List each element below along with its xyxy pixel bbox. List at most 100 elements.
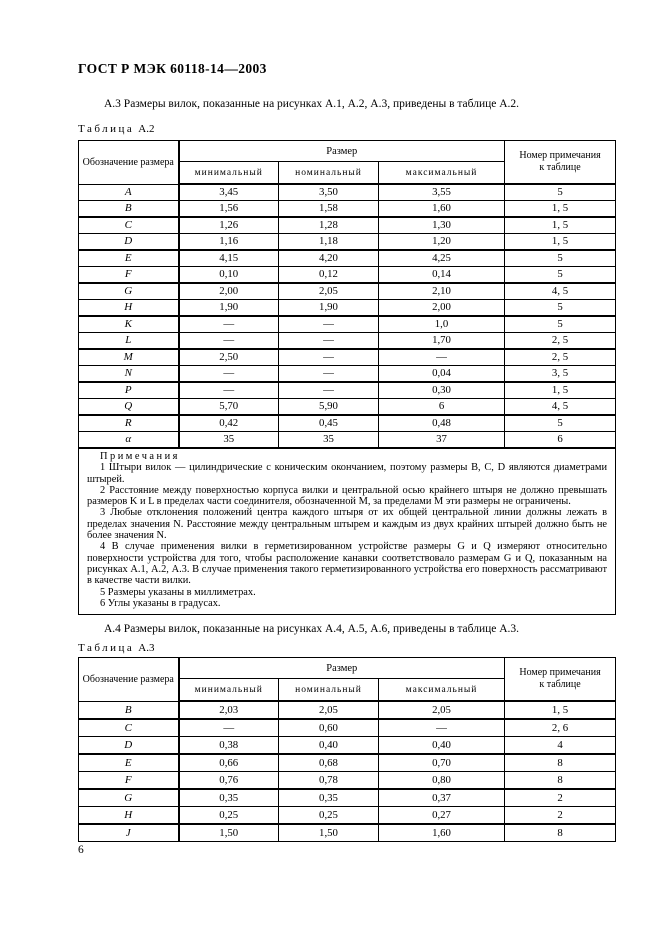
- column-header-min: минимальный: [178, 161, 279, 185]
- table-a2-notes-cell: Примечания 1 Штыри вилок — цилиндрически…: [77, 447, 617, 616]
- min-value-cell: 1,90: [178, 299, 279, 317]
- column-header-size: Размер: [177, 657, 506, 679]
- max-value-cell: 37: [377, 431, 506, 449]
- min-value-cell: 1,56: [178, 200, 279, 218]
- min-value-cell: 0,42: [178, 414, 279, 432]
- min-value-cell: 0,25: [178, 806, 279, 825]
- size-designation-cell: E: [78, 753, 180, 772]
- table-row: G 2,00 2,05 2,10 4, 5: [78, 282, 617, 300]
- size-designation-cell: N: [78, 365, 180, 383]
- min-value-cell: 2,00: [178, 282, 279, 300]
- table-row: C —0,60—2, 6: [78, 718, 617, 737]
- table-row: A 3,45 3,50 3,55 5: [78, 183, 617, 201]
- size-designation-cell: H: [78, 806, 180, 825]
- note-value-cell: 6: [504, 431, 617, 449]
- table-note: 3 Любые отклонения положений центра кажд…: [87, 507, 608, 542]
- nom-value-cell: 4,20: [278, 249, 379, 267]
- size-designation-cell: J: [78, 823, 180, 842]
- min-value-cell: —: [178, 315, 279, 333]
- nom-value-cell: 2,05: [278, 282, 379, 300]
- nom-value-cell: 0,60: [278, 718, 379, 737]
- note-value-cell: 2, 6: [504, 718, 617, 737]
- column-header-nom: номинальный: [278, 678, 379, 702]
- min-value-cell: 2,03: [178, 700, 279, 720]
- nom-value-cell: 0,68: [278, 753, 379, 772]
- min-value-cell: 0,66: [178, 753, 279, 772]
- table-note: 4 В случае применения вилки в герметизир…: [87, 541, 608, 587]
- max-value-cell: 0,04: [377, 365, 506, 383]
- min-value-cell: 5,70: [178, 398, 279, 416]
- max-value-cell: 1,60: [377, 823, 506, 842]
- max-value-cell: 2,05: [377, 700, 506, 720]
- table-row: K — —1,0 5: [78, 315, 617, 333]
- table-row: N — —0,04 3, 5: [78, 365, 617, 383]
- max-value-cell: 2,10: [377, 282, 506, 300]
- note-value-cell: 4: [504, 736, 617, 755]
- min-value-cell: 0,76: [178, 771, 279, 790]
- column-header-max: максимальный: [377, 161, 506, 185]
- note-value-cell: 8: [504, 753, 617, 772]
- table-row: C 1,26 1,28 1,30 1, 5: [78, 216, 617, 234]
- nom-value-cell: —: [278, 332, 379, 350]
- max-value-cell: 4,25: [377, 249, 506, 267]
- section-a3-paragraph: А.3 Размеры вилок, показанные на рисунка…: [104, 98, 520, 110]
- nom-value-cell: 1,18: [278, 233, 379, 251]
- table-a2-caption: Таблица А.2: [78, 123, 155, 135]
- nom-value-cell: 35: [278, 431, 379, 449]
- size-designation-cell: G: [78, 788, 180, 807]
- min-value-cell: 0,10: [178, 266, 279, 284]
- nom-value-cell: 0,40: [278, 736, 379, 755]
- nom-value-cell: 1,90: [278, 299, 379, 317]
- notes-list: 1 Штыри вилок — цилиндрические с коничес…: [87, 462, 607, 609]
- note-value-cell: 5: [504, 249, 617, 267]
- max-value-cell: 0,80: [377, 771, 506, 790]
- size-designation-cell: B: [78, 700, 180, 720]
- size-designation-cell: F: [78, 266, 180, 284]
- column-header-designation: Обозначение размера: [78, 657, 180, 702]
- size-designation-cell: D: [78, 233, 180, 251]
- max-value-cell: 0,37: [377, 788, 506, 807]
- min-value-cell: 0,35: [178, 788, 279, 807]
- table-caption-number: А.2: [138, 123, 155, 135]
- nom-value-cell: 1,50: [278, 823, 379, 842]
- table-row: H 1,90 1,90 2,00 5: [78, 299, 617, 317]
- note-value-cell: 8: [504, 823, 617, 842]
- note-value-cell: 5: [504, 266, 617, 284]
- max-value-cell: 2,00: [377, 299, 506, 317]
- note-value-cell: 2, 5: [504, 332, 617, 350]
- page-number: 6: [78, 844, 84, 856]
- nom-value-cell: 1,28: [278, 216, 379, 234]
- nom-value-cell: 0,45: [278, 414, 379, 432]
- note-value-cell: 1, 5: [504, 233, 617, 251]
- table-row: M 2,50— —2, 5: [78, 348, 617, 366]
- table-row: L — —1,70 2, 5: [78, 332, 617, 350]
- note-value-cell: 5: [504, 414, 617, 432]
- min-value-cell: 2,50: [178, 348, 279, 366]
- min-value-cell: 3,45: [178, 183, 279, 201]
- table-row: Q 5,70 5,90 6 4, 5: [78, 398, 617, 416]
- size-designation-cell: B: [78, 200, 180, 218]
- min-value-cell: —: [178, 381, 279, 399]
- size-designation-cell: K: [78, 315, 180, 333]
- note-value-cell: 1, 5: [504, 200, 617, 218]
- note-value-cell: 1, 5: [504, 216, 617, 234]
- table-a3-caption: Таблица А.3: [78, 642, 155, 654]
- max-value-cell: 1,0: [377, 315, 506, 333]
- nom-value-cell: 1,58: [278, 200, 379, 218]
- notes-title: Примечания: [100, 451, 180, 462]
- note-value-cell: 2: [504, 806, 617, 825]
- nom-value-cell: 0,78: [278, 771, 379, 790]
- nom-value-cell: 2,05: [278, 700, 379, 720]
- standard-number-title: ГОСТ Р МЭК 60118-14—2003: [78, 61, 267, 76]
- column-header-designation: Обозначение размера: [78, 140, 180, 185]
- table-row: D 0,38 0,40 0,40 4: [78, 736, 617, 755]
- max-value-cell: —: [377, 718, 506, 737]
- table-row: B 2,03 2,05 2,05 1, 5: [78, 700, 617, 720]
- min-value-cell: 4,15: [178, 249, 279, 267]
- min-value-cell: 1,26: [178, 216, 279, 234]
- max-value-cell: 1,60: [377, 200, 506, 218]
- section-a4-paragraph: А.4 Размеры вилок, показанные на рисунка…: [104, 623, 520, 635]
- max-value-cell: 6: [377, 398, 506, 416]
- table-row: D 1,16 1,18 1,20 1, 5: [78, 233, 617, 251]
- column-header-nom: номинальный: [278, 161, 379, 185]
